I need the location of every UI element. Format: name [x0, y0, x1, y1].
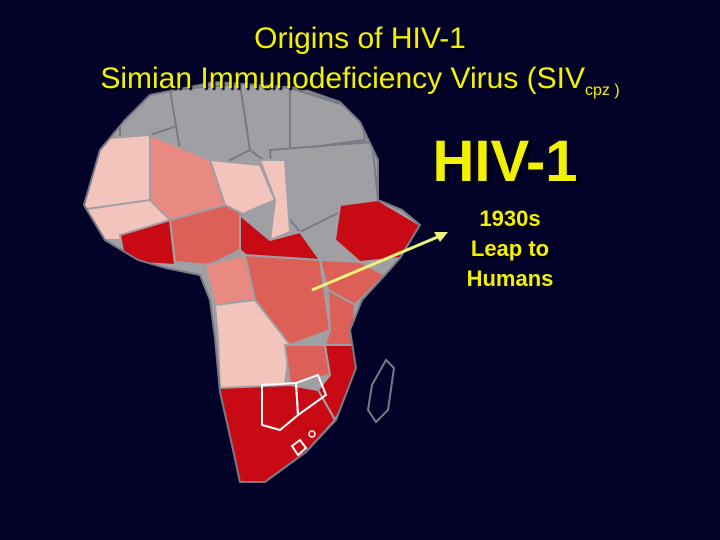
- title-line-2-main: Simian Immunodeficiency Virus (SIV: [100, 62, 585, 95]
- title-line-2: Simian Immunodeficiency Virus (SIVcpz ): [0, 62, 720, 108]
- hiv-1-label: HIV-1: [400, 132, 610, 192]
- leap-label: Leap to: [420, 234, 600, 264]
- humans-label: Humans: [420, 264, 600, 294]
- region-southern-africa: [218, 385, 335, 482]
- region-madagascar: [368, 360, 394, 422]
- title-line-1: Origins of HIV-1: [0, 22, 720, 56]
- year-label: 1930s: [420, 204, 600, 234]
- title-subscript: cpz ): [585, 82, 620, 99]
- region-western-sahara: [80, 135, 150, 210]
